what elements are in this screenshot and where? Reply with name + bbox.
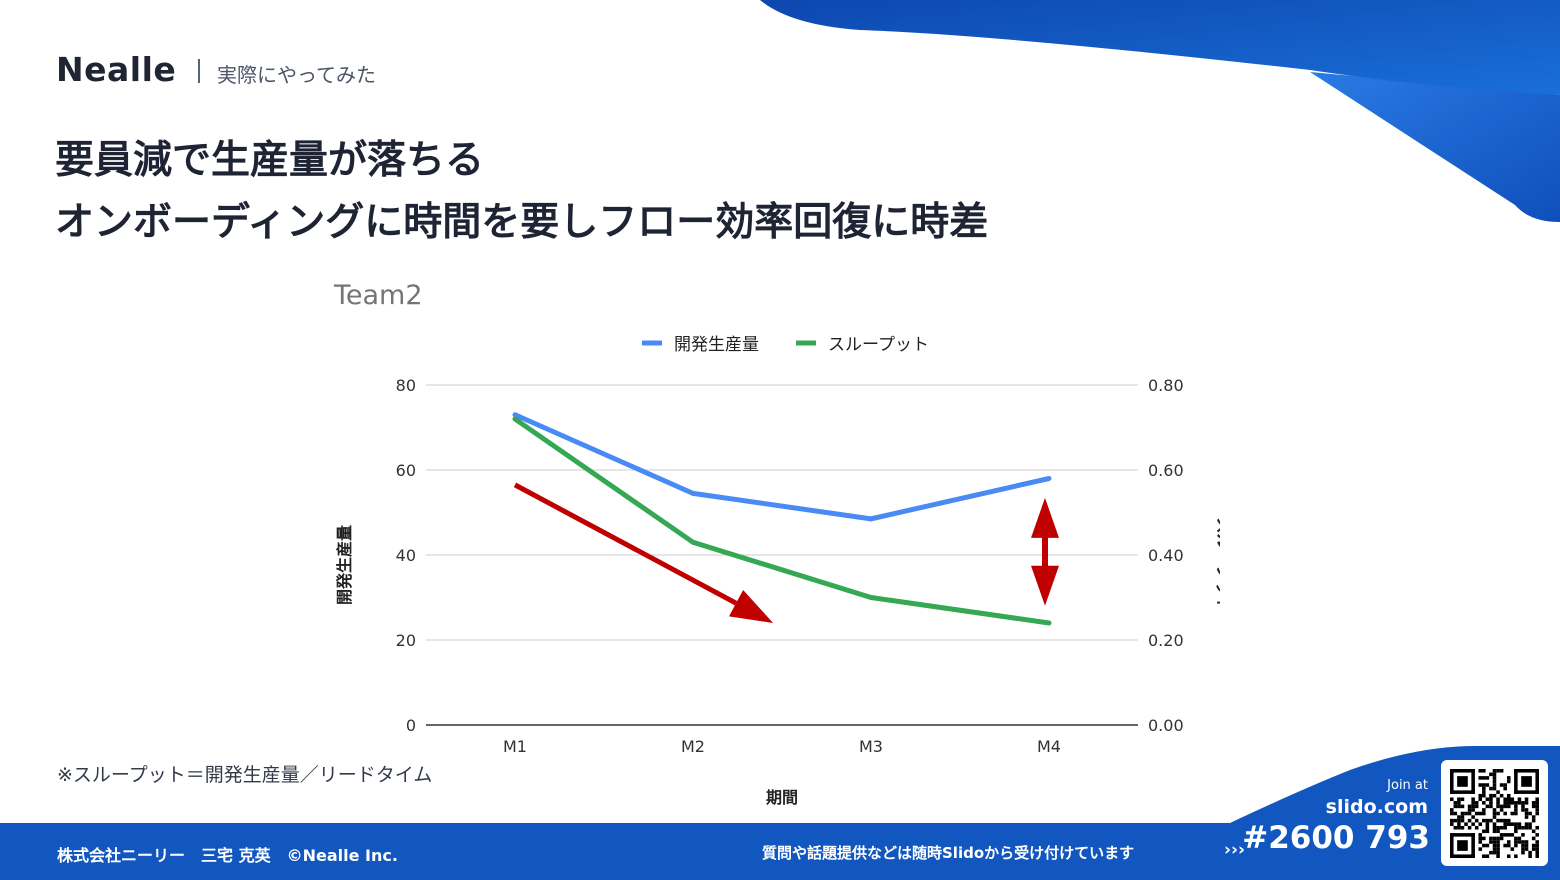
legend-label-0: 開発生産量 (674, 335, 759, 355)
page-headline: 要員減で生産量が落ちる オンボーディングに時間を要しフロー効率回復に時差 (55, 130, 988, 254)
footer-copyright: 株式会社ニーリー 三宅 克英 ©Nealle Inc. (57, 846, 398, 865)
y2-tick-label: 0.40 (1148, 546, 1184, 565)
qr-code-icon (1450, 769, 1539, 858)
data-point-0-1 (690, 490, 696, 496)
qr-code[interactable] (1441, 760, 1548, 866)
gap-arrow-head-up (1031, 497, 1059, 538)
y-tick-label: 20 (396, 631, 416, 650)
x-tick-label: M3 (859, 737, 883, 756)
brand-logo: Nealle (56, 50, 177, 89)
y-tick-label: 60 (396, 461, 416, 480)
gap-arrow-head-down (1031, 565, 1059, 606)
y2-tick-label: 0.80 (1148, 376, 1184, 395)
data-point-1-0 (512, 416, 518, 422)
x-tick-label: M2 (681, 737, 705, 756)
legend-label-1: スループット (828, 335, 929, 355)
chart-title: Team2 (333, 280, 423, 311)
brand-divider (198, 59, 200, 83)
y-tick-label: 0 (406, 716, 416, 735)
x-tick-label: M4 (1037, 737, 1061, 756)
y-tick-label: 40 (396, 546, 416, 565)
chevron-right-icon: ››› (1224, 840, 1246, 860)
data-point-0-0 (512, 412, 518, 418)
footnote: ※スループット＝開発生産量／リードタイム (57, 764, 433, 786)
y2-axis-title: スループット (1214, 517, 1220, 612)
trend-arrow-head (728, 589, 774, 623)
y2-tick-label: 0.60 (1148, 461, 1184, 480)
y-axis-title: 開発生産量 (335, 525, 354, 605)
footer-bar (0, 823, 1560, 880)
headline-line-2: オンボーディングに時間を要しフロー効率回復に時差 (55, 200, 989, 245)
headline-line-1: 要員減で生産量が落ちる (55, 138, 485, 183)
slido-event-code: #2600 793 (1242, 820, 1430, 856)
series-line-0 (513, 412, 1050, 522)
data-point-0-3 (1046, 476, 1052, 481)
footer-message: 質問や話題提供などは随時Slidoから受け付けています (762, 844, 1135, 862)
series-line-1 (513, 416, 1050, 626)
y2-tick-label: 0.20 (1148, 631, 1184, 650)
data-point-1-3 (1046, 620, 1052, 626)
data-point-0-2 (868, 516, 874, 522)
data-point-1-2 (868, 595, 874, 600)
x-axis-title: 期間 (766, 788, 798, 807)
slido-join-label: Join at (1387, 778, 1428, 793)
slido-url[interactable]: slido.com (1325, 796, 1428, 818)
y2-tick-label: 0.00 (1148, 716, 1184, 735)
trend-arrow-shaft (513, 482, 738, 606)
data-point-1-1 (690, 539, 696, 545)
y-tick-label: 80 (396, 376, 416, 395)
brand-tagline: 実際にやってみた (217, 63, 376, 87)
x-tick-label: M1 (503, 737, 527, 756)
